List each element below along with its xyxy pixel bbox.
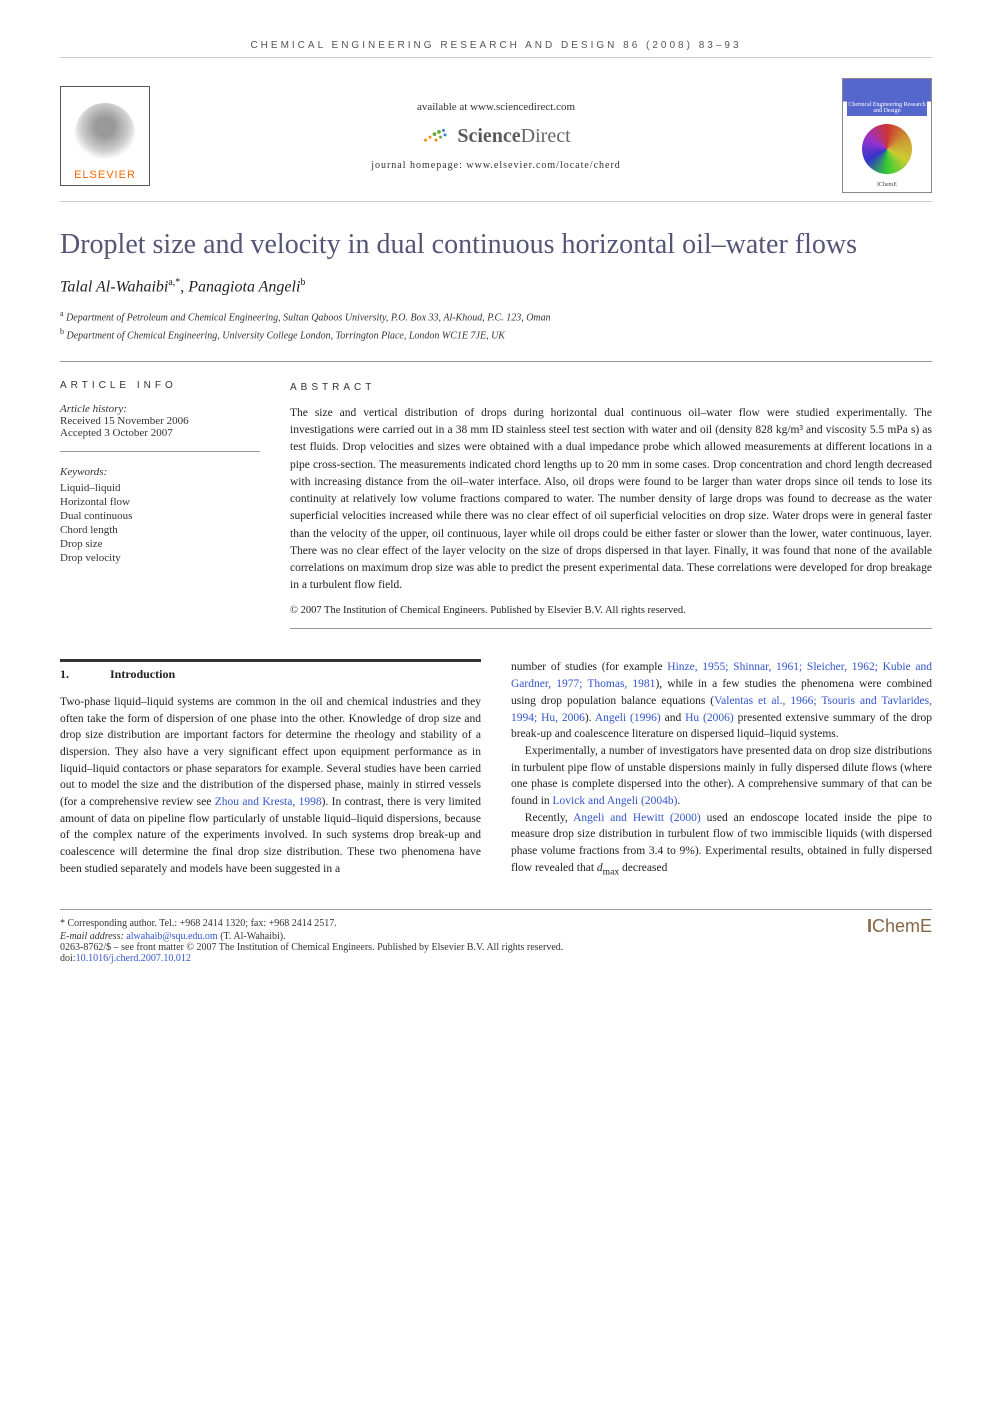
corresponding-author: * Corresponding author. Tel.: +968 2414 … — [60, 918, 932, 929]
keyword: Chord length — [60, 524, 260, 536]
email-line: E-mail address: alwahaib@squ.edu.om (T. … — [60, 931, 932, 942]
author-name: Talal Al-Wahaibi — [60, 278, 168, 295]
author-sup: b — [300, 277, 305, 288]
keywords-label: Keywords: — [60, 466, 260, 478]
doi-link[interactable]: 10.1016/j.cherd.2007.10.012 — [76, 953, 191, 964]
icheme-logo: IChemE — [867, 916, 932, 937]
citation-link[interactable]: Angeli and Hewitt (2000) — [573, 812, 701, 824]
journal-running-header: CHEMICAL ENGINEERING RESEARCH AND DESIGN… — [60, 40, 932, 58]
author-sup: a,* — [168, 277, 180, 288]
body-paragraph: Two-phase liquid–liquid systems are comm… — [60, 694, 481, 877]
abstract-block: ABSTRACT The size and vertical distribut… — [290, 380, 932, 630]
affiliations: a Department of Petroleum and Chemical E… — [60, 308, 932, 343]
page-footer: * Corresponding author. Tel.: +968 2414 … — [60, 909, 932, 964]
affiliation-line: a Department of Petroleum and Chemical E… — [60, 308, 932, 325]
body-column-left: 1. Introduction Two-phase liquid–liquid … — [60, 659, 481, 878]
author-name: Panagiota Angeli — [188, 278, 300, 295]
citation-link[interactable]: Lovick and Angeli (2004b) — [553, 795, 678, 807]
citation-link[interactable]: Hu (2006) — [685, 712, 734, 724]
elsevier-logo: ELSEVIER — [60, 86, 150, 186]
affiliation-line: b Department of Chemical Engineering, Un… — [60, 326, 932, 343]
banner-center: available at www.sciencedirect.com Scien… — [150, 101, 842, 171]
publisher-banner: ELSEVIER available at www.sciencedirect.… — [60, 70, 932, 202]
article-info-sidebar: ARTICLE INFO Article history: Received 1… — [60, 380, 260, 630]
sciencedirect-swoosh-icon — [421, 126, 451, 146]
keyword: Dual continuous — [60, 510, 260, 522]
author-list: Talal Al-Wahaibia,*, Panagiota Angelib — [60, 277, 932, 296]
article-history: Article history: Received 15 November 20… — [60, 403, 260, 452]
section-heading: 1. Introduction — [60, 659, 481, 683]
received-date: Received 15 November 2006 — [60, 415, 260, 427]
email-link[interactable]: alwahaib@squ.edu.om — [126, 931, 217, 942]
journal-cover-thumbnail: Chemical Engineering Research and Design… — [842, 78, 932, 193]
keyword: Drop size — [60, 538, 260, 550]
abstract-heading: ABSTRACT — [290, 380, 932, 395]
citation-link[interactable]: Angeli (1996) — [595, 712, 661, 724]
keyword: Horizontal flow — [60, 496, 260, 508]
publisher-name: ELSEVIER — [74, 169, 136, 181]
accepted-date: Accepted 3 October 2007 — [60, 427, 260, 439]
issn-copyright-line: 0263-8762/$ – see front matter © 2007 Th… — [60, 942, 932, 953]
cover-footer: IChemE — [877, 182, 897, 188]
section-number: 1. — [60, 666, 80, 683]
journal-homepage: journal homepage: www.elsevier.com/locat… — [170, 160, 822, 171]
abstract-copyright: © 2007 The Institution of Chemical Engin… — [290, 603, 932, 619]
doi-line: doi:10.1016/j.cherd.2007.10.012 — [60, 953, 932, 964]
article-title: Droplet size and velocity in dual contin… — [60, 227, 932, 262]
body-paragraph: number of studies (for example Hinze, 19… — [511, 659, 932, 742]
sciencedirect-logo: ScienceDirect — [421, 125, 570, 148]
cover-title: Chemical Engineering Research and Design — [847, 100, 927, 116]
abstract-body: The size and vertical distribution of dr… — [290, 405, 932, 595]
sciencedirect-wordmark: ScienceDirect — [457, 125, 570, 148]
body-content: 1. Introduction Two-phase liquid–liquid … — [60, 659, 932, 878]
keywords-block: Keywords: Liquid–liquid Horizontal flow … — [60, 466, 260, 564]
keyword: Drop velocity — [60, 552, 260, 564]
body-column-right: number of studies (for example Hinze, 19… — [511, 659, 932, 878]
citation-link[interactable]: Zhou and Kresta, 1998 — [215, 796, 322, 808]
availability-line: available at www.sciencedirect.com — [170, 101, 822, 113]
body-paragraph: Recently, Angeli and Hewitt (2000) used … — [511, 810, 932, 879]
cover-graphic-icon — [862, 124, 912, 174]
keyword: Liquid–liquid — [60, 482, 260, 494]
article-info-heading: ARTICLE INFO — [60, 380, 260, 391]
elsevier-tree-icon — [75, 103, 135, 163]
info-abstract-region: ARTICLE INFO Article history: Received 1… — [60, 361, 932, 630]
section-title: Introduction — [110, 666, 175, 683]
math-subscript: max — [603, 866, 620, 877]
body-paragraph: Experimentally, a number of investigator… — [511, 743, 932, 810]
history-label: Article history: — [60, 403, 260, 415]
